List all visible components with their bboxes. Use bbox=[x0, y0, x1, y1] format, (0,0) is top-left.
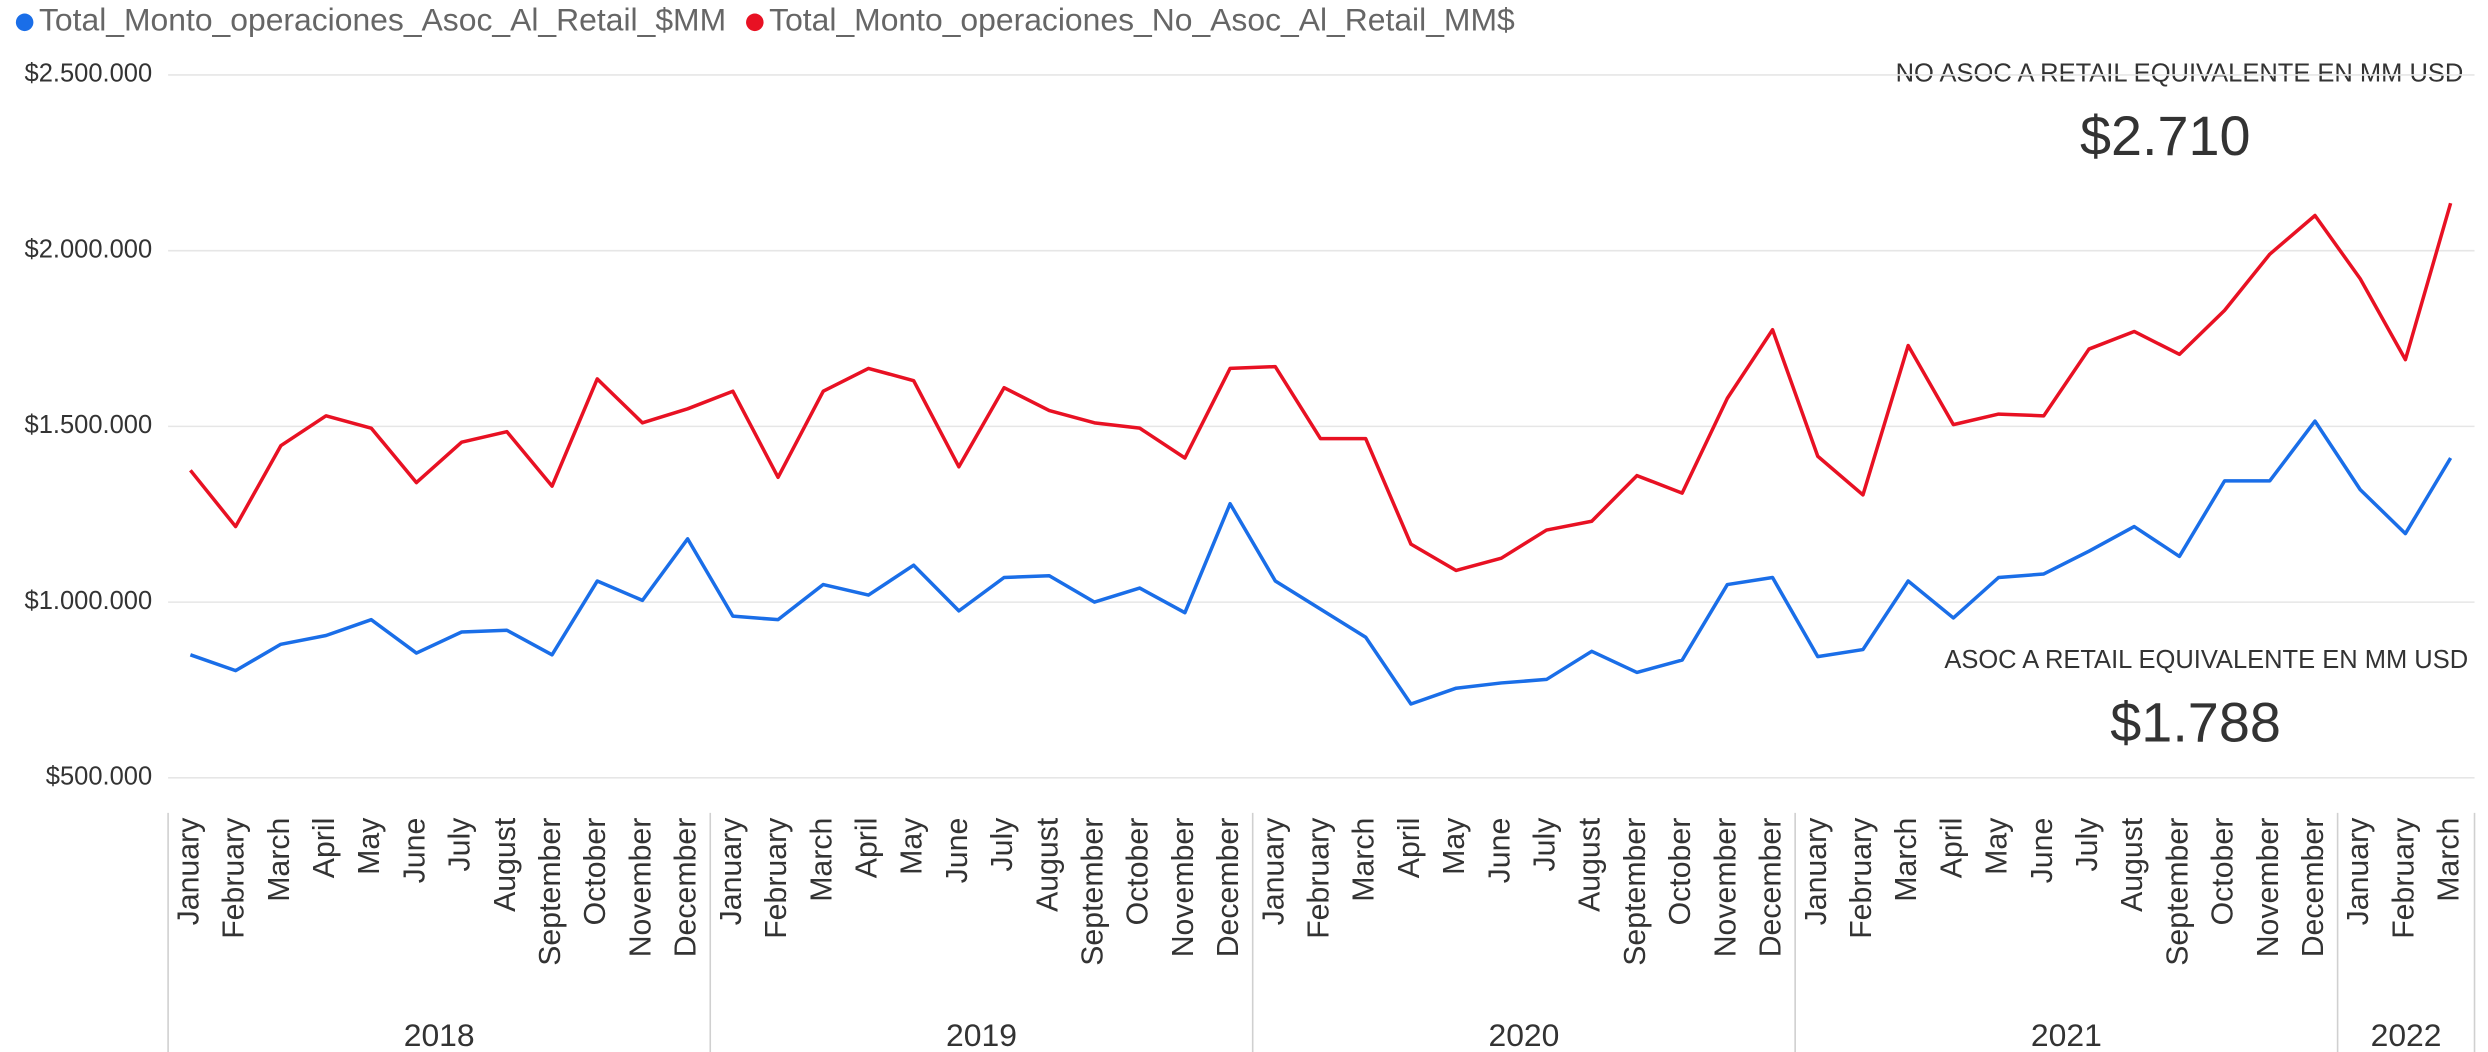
legend-label: Total_Monto_operaciones_No_Asoc_Al_Retai… bbox=[769, 2, 1515, 38]
card-title: NO ASOC A RETAIL EQUIVALENTE EN MM USD bbox=[1896, 60, 2464, 88]
y-tick-label: $2.000.000 bbox=[25, 235, 153, 263]
card-value: $2.710 bbox=[2080, 105, 2251, 167]
x-tick-label: June bbox=[2026, 818, 2059, 884]
year-label: 2019 bbox=[946, 1017, 1017, 1052]
legend-marker bbox=[746, 13, 764, 32]
x-tick-label: December bbox=[670, 818, 703, 958]
x-tick-label: August bbox=[489, 817, 522, 912]
x-tick-label: September bbox=[534, 818, 567, 966]
x-tick-label: July bbox=[444, 817, 477, 872]
x-tick-label: April bbox=[308, 818, 341, 879]
card-value: $1.788 bbox=[2110, 692, 2281, 754]
x-tick-label: December bbox=[2297, 818, 2330, 958]
y-tick-label: $1.000.000 bbox=[25, 587, 153, 615]
y-tick-label: $2.500.000 bbox=[25, 60, 153, 88]
x-tick-label: February bbox=[1845, 817, 1878, 939]
x-tick-label: March bbox=[1890, 818, 1923, 902]
x-tick-label: November bbox=[624, 818, 657, 958]
x-tick-label: October bbox=[1664, 818, 1697, 926]
x-tick-label: January bbox=[1800, 817, 1833, 926]
x-tick-label: October bbox=[579, 818, 612, 926]
x-tick-label: January bbox=[1257, 817, 1290, 926]
legend-label: Total_Monto_operaciones_Asoc_Al_Retail_$… bbox=[39, 2, 726, 38]
x-tick-label: February bbox=[1303, 817, 1336, 939]
x-tick-label: June bbox=[398, 818, 431, 884]
x-tick-label: October bbox=[1122, 818, 1155, 926]
x-tick-label: August bbox=[1574, 817, 1607, 912]
x-tick-label: May bbox=[353, 817, 386, 875]
x-tick-label: March bbox=[805, 818, 838, 902]
x-tick-label: April bbox=[850, 818, 883, 879]
y-tick-label: $500.000 bbox=[46, 763, 152, 791]
x-tick-label: July bbox=[1529, 817, 1562, 872]
card-title: ASOC A RETAIL EQUIVALENTE EN MM USD bbox=[1944, 646, 2468, 674]
x-tick-label: September bbox=[2161, 818, 2194, 966]
x-tick-label: January bbox=[172, 817, 205, 926]
x-tick-label: November bbox=[2252, 818, 2285, 958]
year-label: 2020 bbox=[1488, 1017, 1559, 1052]
x-tick-label: August bbox=[1031, 817, 1064, 912]
x-tick-label: December bbox=[1755, 818, 1788, 958]
x-tick-label: November bbox=[1709, 818, 1742, 958]
x-tick-label: February bbox=[218, 817, 251, 939]
x-tick-label: May bbox=[1981, 817, 2014, 875]
x-tick-label: May bbox=[896, 817, 929, 875]
year-label: 2018 bbox=[404, 1017, 475, 1052]
y-tick-label: $1.500.000 bbox=[25, 411, 153, 439]
x-tick-label: March bbox=[2433, 818, 2466, 902]
line-series bbox=[189, 202, 2453, 573]
x-tick-label: March bbox=[263, 818, 296, 902]
x-tick-label: February bbox=[2387, 817, 2420, 939]
x-tick-label: April bbox=[1935, 818, 1968, 879]
x-tick-label: November bbox=[1167, 818, 1200, 958]
x-tick-label: September bbox=[1619, 818, 1652, 966]
x-tick-label: March bbox=[1348, 818, 1381, 902]
x-tick-label: January bbox=[715, 817, 748, 926]
x-tick-label: April bbox=[1393, 818, 1426, 879]
x-tick-label: July bbox=[2071, 817, 2104, 872]
x-tick-label: June bbox=[941, 818, 974, 884]
line-series bbox=[189, 419, 2453, 706]
year-label: 2021 bbox=[2031, 1017, 2102, 1052]
x-tick-label: December bbox=[1212, 818, 1245, 958]
x-tick-label: January bbox=[2342, 817, 2375, 926]
x-tick-label: June bbox=[1483, 818, 1516, 884]
x-tick-label: October bbox=[2207, 818, 2240, 926]
legend-marker bbox=[15, 13, 34, 32]
x-tick-label: February bbox=[760, 817, 793, 939]
year-label: 2022 bbox=[2371, 1017, 2442, 1052]
x-tick-label: May bbox=[1438, 817, 1471, 875]
x-tick-label: September bbox=[1076, 818, 1109, 966]
x-tick-label: August bbox=[2116, 817, 2149, 912]
x-tick-label: July bbox=[986, 817, 1019, 872]
